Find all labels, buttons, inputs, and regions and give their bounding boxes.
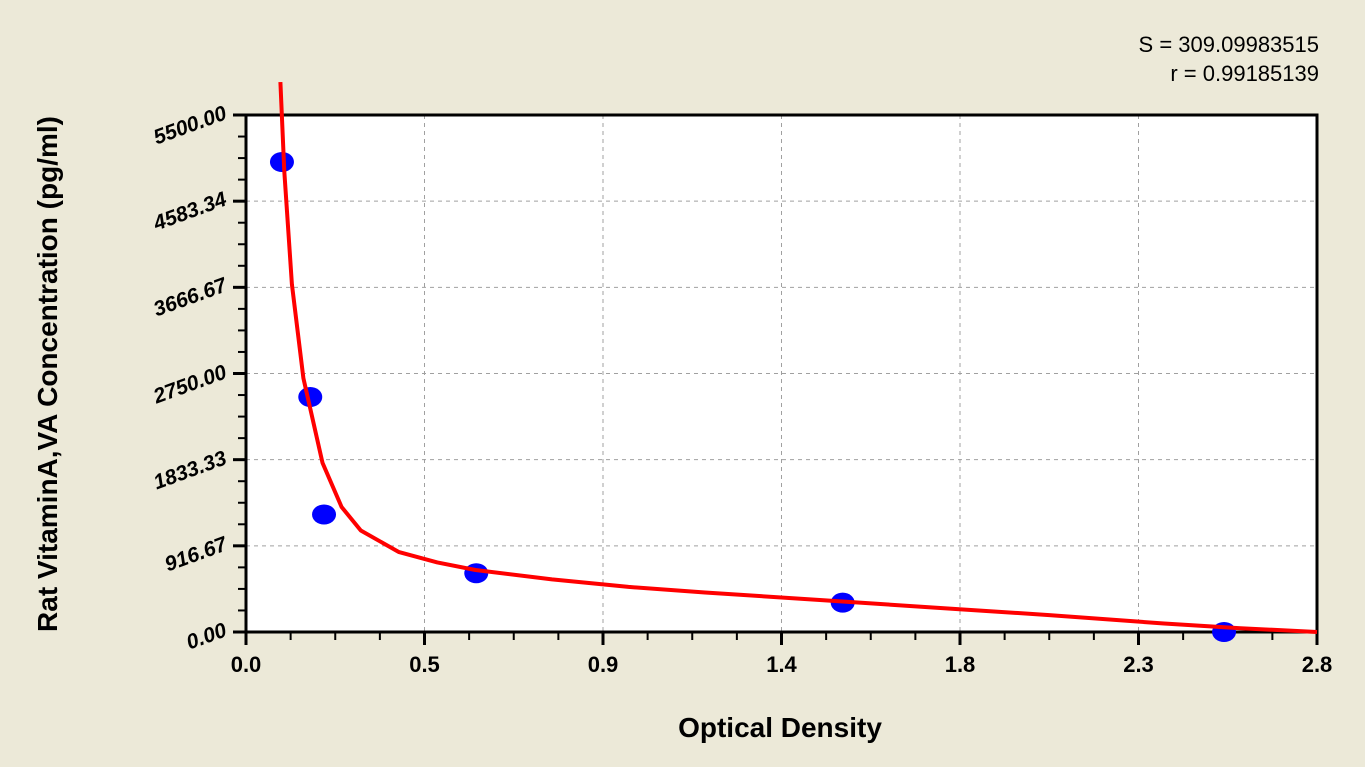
x-tick-label: 2.3: [1123, 652, 1154, 677]
data-point: [312, 504, 337, 525]
x-axis-label: Optical Density: [678, 712, 882, 743]
x-tick-label: 1.8: [944, 652, 976, 677]
fitted-curve: [278, 82, 1318, 634]
x-tick-label: 0.5: [409, 652, 440, 677]
x-tick-label: 0.9: [587, 652, 619, 677]
plot-frame: [244, 113, 1319, 634]
grid-lines: [246, 115, 1317, 632]
data-point: [298, 387, 323, 407]
data-point: [464, 563, 489, 584]
r-statistic: r = 0.99185139: [1170, 61, 1319, 86]
x-tick-label: 1.4: [766, 652, 797, 677]
s-statistic: S = 309.09983515: [1138, 32, 1319, 57]
y-axis-label: Rat VitaminA,VA Concentration (pg/ml): [32, 116, 63, 632]
fit-statistics: S = 309.09983515 r = 0.99185139: [1139, 30, 1319, 88]
x-tick-label: 2.8: [1301, 652, 1333, 677]
x-tick-label: 0.0: [230, 652, 262, 677]
